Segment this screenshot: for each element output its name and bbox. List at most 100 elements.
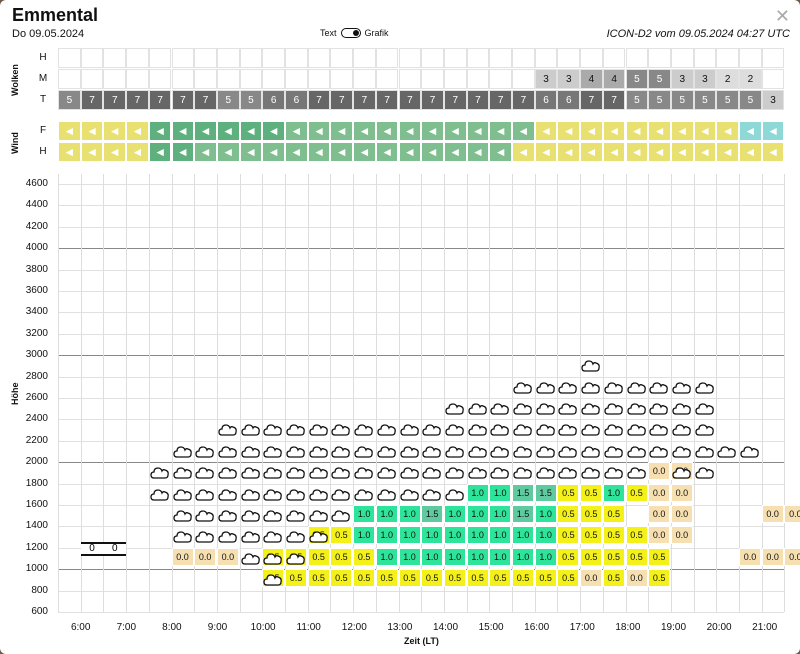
cloud-icon <box>672 399 692 417</box>
cloud-icon <box>195 527 215 545</box>
cloud-cell-m <box>421 69 444 89</box>
grid-line-v <box>557 174 559 612</box>
wind-arrow-icon: ◄ <box>126 142 149 162</box>
grid-line-v <box>353 174 355 612</box>
lift-cell: 0.5 <box>580 483 603 502</box>
cloud-cell-h <box>375 48 399 68</box>
cloud-icon <box>286 463 306 481</box>
lift-cell: 1.0 <box>466 505 489 523</box>
lift-cell: 0.5 <box>602 526 625 545</box>
cloud-icon <box>218 527 238 545</box>
toggle-switch[interactable] <box>340 28 361 38</box>
cloud-cell-h <box>103 48 127 68</box>
cloud-cell-m: 3 <box>534 69 558 89</box>
lift-cell: 0.0 <box>761 505 784 523</box>
lift-cell: 0.5 <box>602 505 625 523</box>
close-icon[interactable]: ✕ <box>774 6 790 26</box>
cloud-cell-t: 7 <box>353 90 376 110</box>
lift-cell: 1.0 <box>421 547 444 566</box>
model-info: ICON-D2 vom 09.05.2024 04:27 UTC <box>606 28 790 40</box>
wind-arrow-icon: ◄ <box>534 121 558 141</box>
cloud-icon <box>309 463 329 481</box>
cloud-cell-h <box>171 48 195 68</box>
wind-arrow-icon: ◄ <box>398 121 422 141</box>
cloud-icon <box>240 549 261 567</box>
cloud-cell-t: 6 <box>534 90 558 110</box>
cloud-icon <box>581 378 601 396</box>
wind-arrow-icon: ◄ <box>512 121 535 141</box>
cloud-cell-m <box>398 69 422 89</box>
cloud-cell-m <box>761 69 785 89</box>
cloud-icon <box>649 442 669 460</box>
grid-line-v <box>580 174 582 612</box>
y-tick-label: 4400 <box>25 199 48 211</box>
toggle-text-label: Text <box>320 28 337 38</box>
wind-arrow-icon: ◄ <box>103 121 127 141</box>
lift-cell: 1.0 <box>398 526 421 545</box>
wind-arrow-icon: ◄ <box>693 121 717 141</box>
cloud-cell-h <box>353 48 376 68</box>
lift-cell: 0.0 <box>761 547 784 566</box>
cloud-icon <box>309 442 329 460</box>
y-tick-label: 3800 <box>25 263 48 275</box>
grid-line-v <box>103 174 105 612</box>
cloud-cell-t: 6 <box>285 90 308 110</box>
cloud-icon <box>399 420 420 438</box>
cloud-icon <box>331 420 351 438</box>
cloud-cell-h <box>262 48 285 68</box>
cloud-cell-t: 7 <box>103 90 127 110</box>
wind-arrow-icon: ◄ <box>307 142 331 162</box>
cloud-icon <box>354 463 374 481</box>
cloud-icon <box>331 463 351 481</box>
lift-cell: 1.5 <box>421 505 444 523</box>
wind-arrow-icon: ◄ <box>103 142 127 162</box>
cloud-icon <box>445 442 465 460</box>
cloud-icon <box>694 420 715 438</box>
wind-arrow-icon: ◄ <box>330 142 354 162</box>
x-tick-label: 7:00 <box>116 622 137 633</box>
y-tick-label: 3600 <box>25 285 48 296</box>
wind-arrow-icon: ◄ <box>194 142 217 162</box>
grid-line-v <box>80 174 82 612</box>
cloud-cell-m: 3 <box>693 69 717 89</box>
cloud-cell-h <box>580 48 603 68</box>
lift-cell: 0.5 <box>421 569 444 588</box>
view-toggle[interactable]: Text Grafik <box>320 28 389 38</box>
cloud-icon <box>445 399 465 417</box>
cloud-icon <box>286 527 306 545</box>
cloud-cell-m <box>489 69 512 89</box>
cloud-cell-m <box>512 69 535 89</box>
cloud-cell-m <box>353 69 376 89</box>
toggle-grafik-label: Grafik <box>364 28 389 38</box>
cloud-icon <box>309 485 329 503</box>
cloud-cell-h <box>216 48 240 68</box>
cloud-icon <box>422 420 442 438</box>
lift-cell: 1.0 <box>602 483 625 502</box>
cloud-icon <box>240 506 261 524</box>
y-tick-label: 2800 <box>25 370 48 382</box>
cloud-cell-h <box>739 48 762 68</box>
wind-arrow-icon: ◄ <box>648 142 671 162</box>
wind-arrow-icon: ◄ <box>466 121 490 141</box>
toggle-knob <box>352 30 359 36</box>
lift-cell: 0.5 <box>534 569 557 588</box>
lift-cell: 0.5 <box>602 569 625 588</box>
cloud-cell-t: 7 <box>126 90 149 110</box>
cloud-cell-t: 7 <box>375 90 399 110</box>
wind-arrow-icon: ◄ <box>262 121 285 141</box>
cloud-cell-h <box>80 48 104 68</box>
row-label-m: M <box>38 73 48 84</box>
wind-arrow-icon: ◄ <box>670 121 694 141</box>
cloud-cell-h <box>670 48 694 68</box>
cloud-cell-h <box>398 48 422 68</box>
lift-cell: 1.0 <box>512 526 534 545</box>
lift-cell: 1.0 <box>466 483 489 502</box>
y-tick-label: 600 <box>31 606 48 617</box>
forecast-date: Do 09.05.2024 <box>12 28 85 40</box>
lift-cell: 0.5 <box>580 547 603 566</box>
x-tick-label: 15:00 <box>478 622 504 633</box>
cloud-icon <box>626 442 647 460</box>
x-tick-label: 19:00 <box>660 622 687 633</box>
grid-line-v <box>216 174 218 612</box>
lift-cell: 0.0 <box>784 547 800 566</box>
